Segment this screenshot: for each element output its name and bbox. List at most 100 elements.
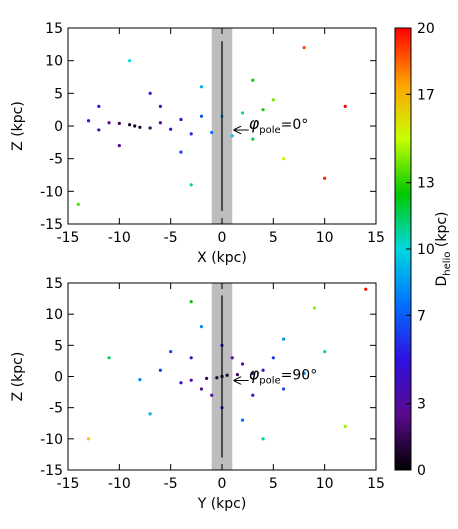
point — [148, 126, 152, 130]
point — [97, 104, 101, 108]
point — [271, 98, 275, 102]
colorbar-tick-label: 20 — [417, 21, 435, 37]
y-tick-label: 5 — [54, 86, 63, 102]
point — [302, 371, 306, 375]
point — [117, 121, 121, 125]
point — [76, 202, 80, 206]
colorbar-tick-label: 0 — [417, 463, 426, 479]
point — [199, 85, 204, 89]
y-tick-label: 10 — [45, 54, 63, 70]
x-axis-label: Y (kpc) — [197, 496, 247, 512]
y-tick-label: 0 — [54, 370, 63, 386]
point — [323, 349, 327, 354]
point — [230, 356, 234, 360]
point — [302, 46, 306, 50]
point — [169, 127, 173, 131]
point — [323, 176, 327, 180]
annotation-symbol: φ — [249, 114, 260, 133]
x-tick-label: 0 — [218, 476, 227, 492]
colorbar-tick-label: 7 — [417, 308, 426, 324]
x-tick-label: 15 — [367, 230, 385, 246]
point — [107, 356, 111, 360]
point — [128, 123, 132, 127]
y-tick-label: -5 — [49, 401, 63, 417]
annotation: φpole=90° — [249, 365, 318, 387]
x-tick-label: 0 — [218, 230, 227, 246]
x-tick-label: -5 — [164, 230, 178, 246]
point — [343, 104, 347, 108]
point — [199, 387, 204, 391]
point — [240, 111, 245, 115]
y-tick-label: -15 — [40, 463, 63, 479]
annotation-text: =90° — [281, 368, 318, 384]
point — [364, 287, 368, 291]
point — [282, 157, 286, 161]
colorbar-tick-label: 10 — [417, 242, 435, 258]
y-tick-label: -5 — [49, 152, 63, 168]
colorbar-label-sub: helio — [442, 252, 453, 276]
point — [199, 325, 204, 329]
x-tick-label: -15 — [57, 230, 80, 246]
point — [86, 119, 91, 123]
point — [251, 137, 255, 141]
point — [179, 150, 183, 154]
point — [179, 117, 183, 122]
colorbar-tick-label: 17 — [417, 87, 435, 103]
x-tick-label: 5 — [269, 230, 278, 246]
point — [148, 91, 152, 95]
point — [271, 356, 275, 360]
point — [240, 362, 245, 366]
point — [251, 371, 255, 375]
point — [117, 144, 121, 148]
point — [169, 349, 173, 354]
x-tick-label: 10 — [316, 230, 334, 246]
point — [189, 378, 193, 382]
point — [240, 418, 245, 422]
y-tick-label: 10 — [45, 307, 63, 323]
point — [138, 125, 142, 129]
y-tick-label: -10 — [40, 432, 63, 448]
x-tick-label: 15 — [367, 476, 385, 492]
annotation-symbol: φ — [249, 365, 260, 384]
point — [86, 437, 91, 441]
point — [230, 134, 234, 138]
y-tick-label: 15 — [45, 21, 63, 37]
point — [261, 437, 265, 441]
x-tick-label: 5 — [269, 476, 278, 492]
point — [235, 373, 239, 377]
point — [282, 337, 286, 341]
y-axis-label: Z (kpc) — [10, 352, 26, 402]
x-tick-label: -10 — [108, 476, 131, 492]
point — [97, 128, 101, 132]
y-tick-label: 0 — [54, 119, 63, 135]
point — [261, 108, 265, 112]
x-axis-label: X (kpc) — [197, 250, 247, 266]
point — [215, 376, 219, 380]
point — [210, 393, 214, 397]
annotation-text: =0° — [281, 117, 309, 133]
point — [312, 306, 316, 310]
x-tick-label: 10 — [316, 476, 334, 492]
point — [282, 387, 286, 391]
y-tick-label: 15 — [45, 276, 63, 292]
point — [128, 59, 132, 63]
annotation-sub: pole — [259, 376, 280, 387]
point — [205, 376, 209, 380]
point — [107, 121, 111, 125]
annotation-sub: pole — [259, 125, 280, 136]
point — [251, 393, 255, 397]
y-tick-label: -10 — [40, 184, 63, 200]
point — [189, 132, 193, 136]
x-tick-label: -10 — [108, 230, 131, 246]
colorbar-tick-label: 13 — [417, 176, 435, 192]
point — [261, 368, 265, 372]
colorbar-label-unit: (kpc) — [434, 211, 450, 251]
point — [343, 424, 347, 428]
point — [148, 412, 152, 416]
x-tick-label: -15 — [57, 476, 80, 492]
point — [210, 130, 214, 135]
x-tick-label: -5 — [164, 476, 178, 492]
point — [189, 183, 193, 187]
y-tick-label: 5 — [54, 338, 63, 354]
